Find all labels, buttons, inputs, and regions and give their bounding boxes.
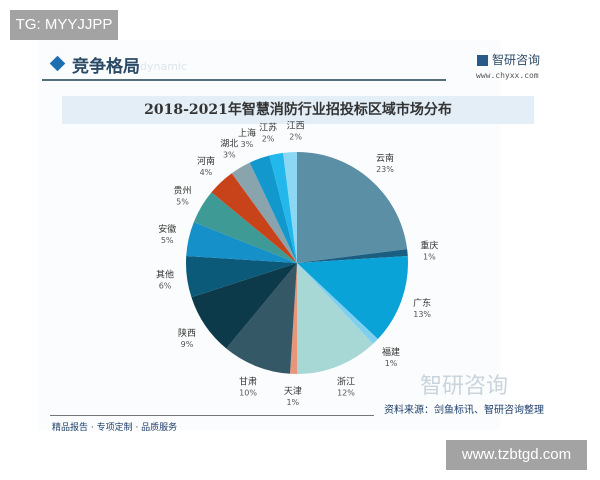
slice-label: 天津 — [284, 386, 302, 397]
slice-value-label: 1% — [385, 359, 398, 368]
pie-slice-2 — [297, 256, 409, 339]
slice-label: 上海 — [238, 127, 256, 139]
pie-slice-7 — [191, 263, 297, 349]
site-tag: www.tzbtgd.com — [446, 440, 587, 470]
overlay-tag: TG: MYYJJPP — [10, 10, 118, 40]
slice-value-label: 5% — [176, 197, 189, 206]
footer-divider — [50, 415, 374, 416]
source-note: 资料来源：剑鱼标讯、智研咨询整理 — [384, 405, 544, 416]
pie-slice-5 — [290, 263, 297, 374]
slice-label: 其他 — [156, 269, 174, 281]
slice-value-label: 3% — [241, 140, 254, 149]
slice-value-label: 13% — [413, 310, 431, 319]
pie-slice-10 — [193, 192, 297, 263]
slice-label: 浙江 — [337, 376, 355, 388]
slice-label: 安徽 — [158, 223, 176, 235]
slice-label: 江西 — [287, 120, 305, 131]
section-divider — [42, 79, 446, 81]
slice-label: 江苏 — [259, 121, 277, 133]
pie-slice-6 — [226, 263, 297, 374]
section-title: 竞争格局 — [72, 57, 140, 77]
pie-slice-14 — [269, 152, 297, 263]
slice-value-label: 4% — [200, 168, 213, 177]
slice-value-label: 1% — [286, 398, 299, 407]
pie-slice-9 — [186, 222, 297, 263]
pie-slice-13 — [249, 155, 297, 263]
slice-value-label: 9% — [181, 340, 194, 349]
slice-value-label: 3% — [223, 151, 236, 160]
chart-title: 2018-2021年智慧消防行业招投标区域市场分布 — [144, 102, 452, 118]
slice-value-label: 10% — [239, 389, 257, 398]
pie-slice-11 — [211, 173, 297, 263]
slice-label: 福建 — [382, 346, 400, 358]
chart-title-bar — [62, 96, 534, 124]
slice-label: 陕西 — [178, 327, 196, 339]
pie-slice-3 — [297, 263, 378, 344]
slice-value-label: 5% — [161, 236, 174, 245]
slice-label: 湖北 — [220, 139, 238, 150]
slice-label: 重庆 — [420, 239, 438, 251]
pie-slice-15 — [283, 152, 297, 263]
brand-logo: 智研咨询 — [477, 51, 540, 68]
pie-slice-0 — [297, 152, 408, 263]
slice-value-label: 2% — [262, 134, 275, 143]
footer-slogan: 精品报告 · 专项定制 · 品质服务 — [52, 423, 178, 433]
brand-icon — [477, 55, 488, 66]
pie-slice-8 — [186, 256, 297, 298]
slice-value-label: 6% — [159, 282, 172, 291]
slice-label: 广东 — [413, 297, 431, 309]
pie-slice-12 — [231, 162, 297, 263]
slice-value-label: 2% — [289, 132, 302, 141]
section-ghost-text: dynamic — [140, 60, 188, 73]
slice-value-label: 1% — [423, 252, 436, 261]
slice-value-label: 12% — [337, 389, 355, 398]
slice-label: 贵州 — [174, 184, 192, 196]
brand-url: www.chyxx.com — [476, 71, 539, 80]
slice-label: 河南 — [197, 155, 215, 167]
slice-label: 云南 — [376, 152, 394, 164]
watermark: 智研咨询 — [420, 374, 509, 399]
pie-slice-4 — [297, 263, 373, 374]
slice-label: 甘肃 — [239, 376, 257, 388]
pie-slice-1 — [297, 249, 408, 263]
slice-value-label: 23% — [376, 165, 394, 174]
